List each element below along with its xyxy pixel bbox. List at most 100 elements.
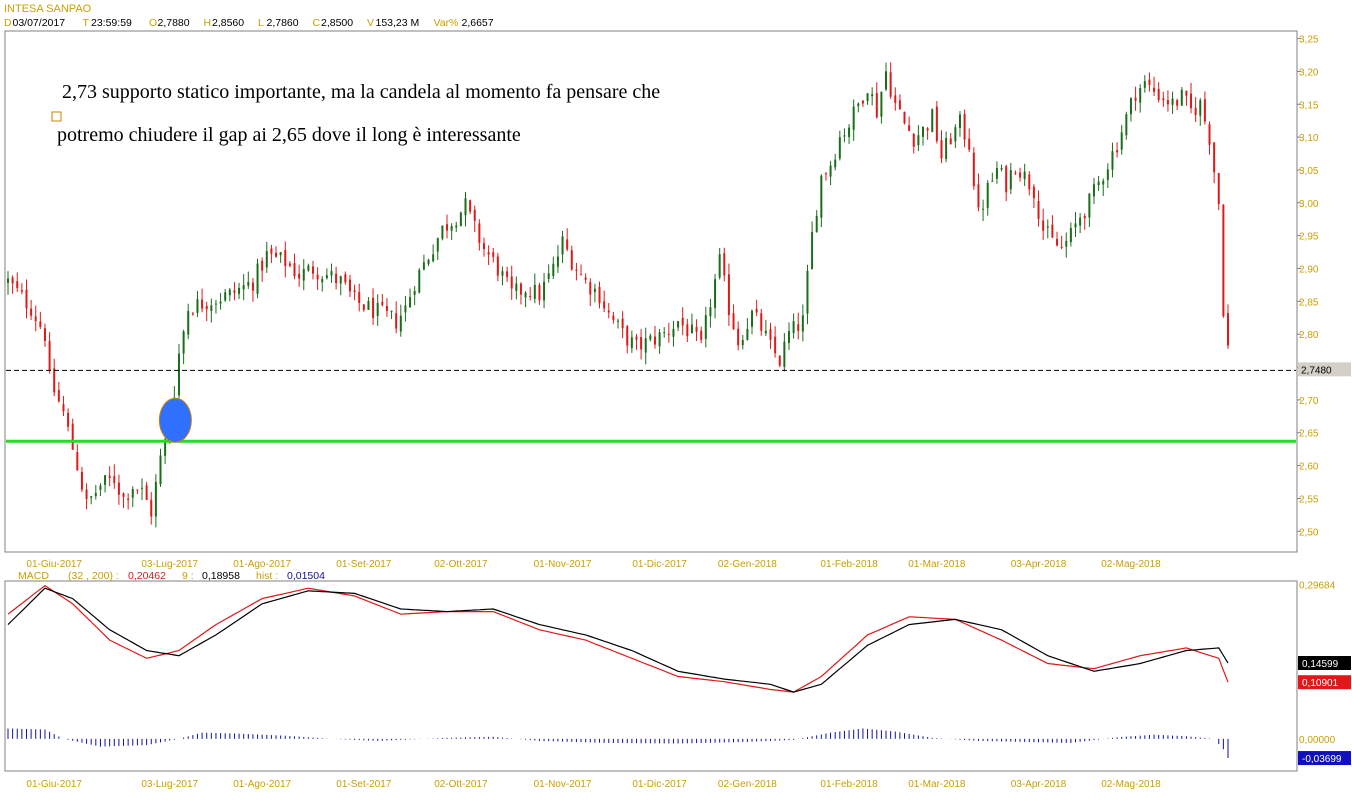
price-y-axis: 3,25 3,20 3,15 3,10 3,05 3,00 2,95 2,90 2,85 2,80… (1297, 35, 1319, 538)
candle-body-238 (1106, 169, 1109, 181)
candle-body-222 (1032, 186, 1035, 199)
candle-body-79 (372, 297, 375, 318)
candle-body-105 (492, 252, 495, 257)
candle-body-88 (413, 290, 416, 295)
candle-body-37 (177, 353, 180, 396)
candle-body-92 (432, 254, 435, 262)
candle-body-192 (894, 95, 897, 103)
candle-body-229 (1065, 240, 1068, 247)
candle-body-97 (455, 225, 458, 228)
candle-body-108 (506, 271, 509, 277)
candle-body-84 (395, 313, 398, 329)
price-xlabel-3: 01-Set-2017 (336, 559, 391, 570)
candle-body-76 (358, 292, 361, 303)
candle-body-116 (543, 281, 546, 301)
candle-body-64 (302, 268, 305, 281)
macd-ytick-top: 0,29684 (1299, 581, 1336, 592)
hist-last-badge: -0,03699 (1302, 754, 1342, 765)
candle-body-168 (783, 341, 786, 367)
candle-body-14 (71, 423, 74, 450)
candle-body-209 (972, 152, 975, 187)
header-key-5: C (313, 17, 321, 29)
candle-body-156 (727, 274, 730, 316)
candle-body-148 (690, 324, 693, 334)
candle-body-226 (1051, 224, 1054, 238)
candle-body-134 (626, 326, 629, 346)
candle-body-100 (469, 200, 472, 212)
header-value-2: 2,7880 (158, 17, 190, 29)
candle-body-68 (321, 279, 324, 283)
candle-body-206 (958, 114, 961, 128)
macd-header-part-3: 9 : (182, 570, 194, 582)
candle-body-153 (714, 279, 717, 308)
header-key-6: V (367, 17, 374, 29)
candle-body-225 (1046, 226, 1049, 228)
macd-last-badge-box (1298, 655, 1351, 670)
candle-body-111 (519, 283, 522, 295)
candle-body-202 (940, 140, 943, 159)
candle-body-173 (806, 270, 809, 314)
candle-body-113 (529, 295, 532, 297)
candle-body-99 (464, 198, 467, 216)
candle-body-0 (7, 278, 9, 283)
candle-body-51 (242, 285, 245, 290)
candle-body-179 (834, 159, 837, 168)
candle-body-178 (829, 165, 832, 177)
price-xlabel-4: 02-Ott-2017 (434, 559, 488, 570)
candle-body-55 (261, 260, 264, 271)
header-value-7: 2,6657 (462, 17, 494, 29)
price-candles: 2,7480 (6, 62, 1351, 528)
candle-body-41 (196, 299, 199, 313)
candle-body-124 (580, 274, 583, 276)
price-ytick-label-4: 3,05 (1299, 166, 1319, 177)
price-ytick-label-3: 3,10 (1299, 133, 1319, 144)
candle-body-183 (852, 106, 855, 130)
header-key-3: H (204, 17, 212, 29)
macd-header-part-4: 0,18958 (202, 570, 240, 582)
candle-body-217 (1009, 170, 1012, 190)
macd-xlabel-9: 01-Mar-2018 (908, 779, 966, 790)
candle-body-216 (1005, 166, 1008, 193)
candle-body-112 (524, 292, 527, 298)
candle-body-21 (104, 475, 107, 485)
candle-body-231 (1074, 223, 1077, 228)
candle-body-133 (621, 318, 624, 329)
candle-body-122 (570, 250, 573, 270)
header-value-0: 03/07/2017 (13, 17, 66, 29)
candle-body-96 (450, 225, 453, 231)
gap-ellipse-marker (158, 397, 192, 443)
candle-body-230 (1069, 227, 1072, 243)
header-value-3: 2,8560 (212, 17, 244, 29)
candle-body-218 (1014, 172, 1017, 174)
candle-body-158 (737, 328, 740, 346)
candle-body-210 (977, 184, 980, 208)
candle-body-120 (561, 236, 564, 255)
candle-body-91 (427, 259, 430, 264)
candle-body-239 (1111, 151, 1114, 170)
header-key-1: T (83, 17, 90, 29)
candle-body-77 (362, 304, 365, 310)
candle-body-63 (298, 273, 301, 279)
candle-body-60 (284, 250, 287, 267)
candle-body-143 (667, 333, 670, 335)
candle-body-90 (422, 262, 425, 270)
candle-body-188 (875, 92, 878, 118)
candle-body-52 (247, 282, 250, 286)
candle-body-177 (824, 173, 827, 175)
candle-body-198 (922, 126, 924, 137)
candle-body-2 (16, 281, 19, 289)
candle-body-243 (1129, 97, 1132, 115)
candle-body-109 (510, 276, 513, 289)
candle-body-59 (279, 252, 282, 256)
macd-panel-frame (4, 580, 1298, 772)
candle-body-232 (1079, 217, 1082, 226)
candle-body-62 (293, 263, 296, 277)
candle-body-49 (233, 290, 236, 293)
candle-body-201 (935, 106, 938, 142)
candle-body-43 (205, 306, 208, 310)
candle-body-104 (487, 252, 490, 255)
candle-body-228 (1060, 246, 1063, 248)
candle-body-98 (459, 212, 462, 226)
candle-body-118 (552, 263, 555, 276)
candle-body-121 (566, 239, 569, 250)
